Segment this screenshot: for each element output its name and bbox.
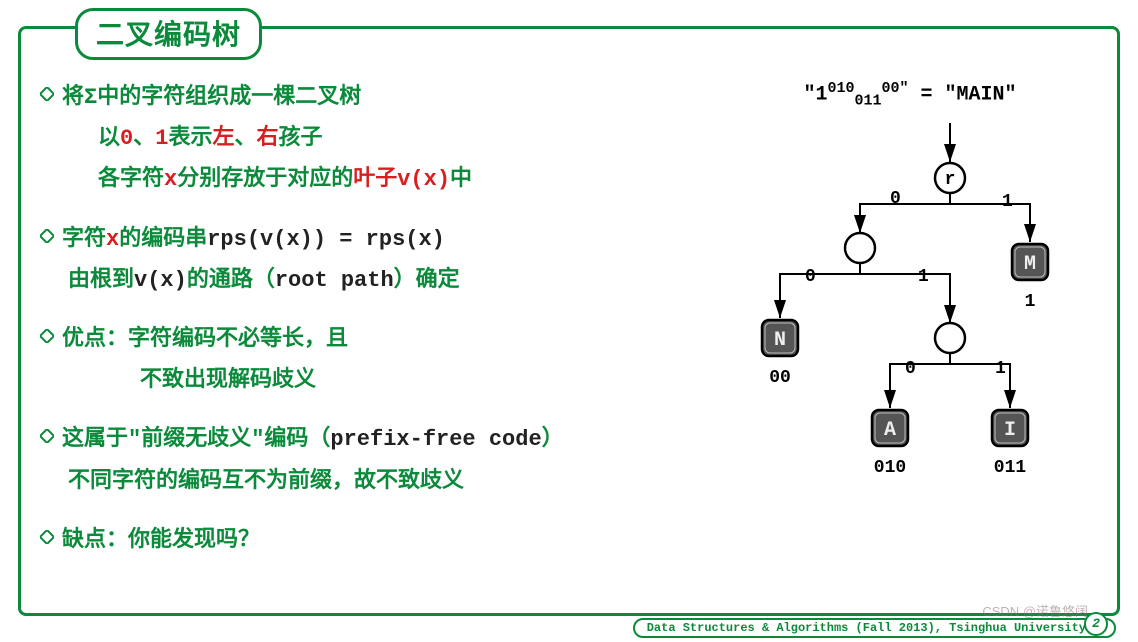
tree-diagram: "101001100" = "MAIN" 010101rM1N00A010I01… bbox=[700, 80, 1120, 510]
t: 的通路（ bbox=[187, 268, 275, 293]
t: = bbox=[909, 84, 945, 107]
t: 孩子 bbox=[279, 126, 323, 151]
b2-sub1: 由根到v(x)的通路（root path）确定 bbox=[68, 263, 680, 298]
t: 缺点：你能发现吗？ bbox=[62, 528, 260, 553]
t: 由根到 bbox=[68, 268, 134, 293]
b4-sub: 不同字符的编码互不为前缀，故不致歧义 bbox=[68, 464, 680, 499]
svg-text:A: A bbox=[884, 419, 896, 442]
slide-title: 二叉编码树 bbox=[75, 8, 262, 60]
diamond-icon bbox=[40, 87, 54, 101]
t: ） bbox=[542, 427, 564, 452]
t: rps(v(x)) = rps(x) bbox=[207, 227, 445, 252]
svg-text:011: 011 bbox=[994, 458, 1027, 478]
t: 优点：字符编码不必等长，且 bbox=[62, 327, 348, 352]
svg-text:0: 0 bbox=[805, 267, 816, 287]
t: v(x) bbox=[134, 268, 187, 293]
t: 左 bbox=[212, 126, 234, 151]
bullet-4: 这属于"前缀无歧义"编码（prefix-free code） 不同字符的编码互不… bbox=[40, 422, 680, 498]
t: 的编码串 bbox=[119, 227, 207, 252]
t: 字符 bbox=[62, 227, 106, 252]
t: root path bbox=[275, 268, 394, 293]
b1-sub1: 以0、1表示左、右孩子 bbox=[98, 121, 680, 156]
t: x bbox=[106, 227, 119, 252]
t: x bbox=[164, 167, 177, 192]
t: 1 bbox=[155, 126, 168, 151]
svg-text:00: 00 bbox=[769, 368, 791, 388]
binary-tree-svg: 010101rM1N00A010I011 bbox=[720, 118, 1100, 498]
diamond-icon bbox=[40, 530, 54, 544]
t: 011 bbox=[854, 93, 881, 110]
svg-text:1: 1 bbox=[918, 267, 929, 287]
b1-text: 将Σ中的字符组织成一棵二叉树 bbox=[62, 85, 361, 110]
t: 分别存放于对应的 bbox=[177, 167, 353, 192]
t: ）确定 bbox=[394, 268, 460, 293]
t: 00" bbox=[882, 80, 909, 97]
diamond-icon bbox=[40, 229, 54, 243]
t: 、 bbox=[133, 126, 155, 151]
bullet-2: 字符x的编码串rps(v(x)) = rps(x) 由根到v(x)的通路（roo… bbox=[40, 222, 680, 298]
svg-text:1: 1 bbox=[1025, 292, 1036, 312]
bullet-3: 优点：字符编码不必等长，且 不致出现解码歧义 bbox=[40, 322, 680, 398]
diamond-icon bbox=[40, 429, 54, 443]
t: 叶子v(x) bbox=[353, 167, 450, 192]
t: 0 bbox=[120, 126, 133, 151]
t: "1 bbox=[803, 84, 827, 107]
t: prefix-free code bbox=[330, 427, 541, 452]
svg-text:0: 0 bbox=[890, 189, 901, 209]
tree-encoding-string: "101001100" = "MAIN" bbox=[700, 80, 1120, 110]
svg-text:I: I bbox=[1004, 419, 1016, 442]
t: 以 bbox=[98, 126, 120, 151]
b1-sub2: 各字符x分别存放于对应的叶子v(x)中 bbox=[98, 162, 680, 197]
bullet-list: 将Σ中的字符组织成一棵二叉树 以0、1表示左、右孩子 各字符x分别存放于对应的叶… bbox=[40, 80, 680, 582]
bullet-5: 缺点：你能发现吗？ bbox=[40, 523, 680, 558]
t: 右 bbox=[256, 126, 278, 151]
t: "MAIN" bbox=[945, 84, 1017, 107]
t: 这属于"前缀无歧义"编码（ bbox=[62, 427, 330, 452]
footer-text: Data Structures & Algorithms (Fall 2013)… bbox=[633, 618, 1116, 638]
t: 、 bbox=[234, 126, 256, 151]
t: 中 bbox=[450, 167, 472, 192]
svg-text:M: M bbox=[1024, 253, 1036, 276]
t: 表示 bbox=[168, 126, 212, 151]
watermark: CSDN @诺鲁悠阔 bbox=[982, 601, 1088, 620]
svg-text:r: r bbox=[945, 170, 956, 190]
t: 各字符 bbox=[98, 167, 164, 192]
svg-text:0: 0 bbox=[905, 359, 916, 379]
svg-text:N: N bbox=[774, 329, 786, 352]
svg-text:010: 010 bbox=[874, 458, 906, 478]
b3-sub: 不致出现解码歧义 bbox=[140, 363, 680, 398]
diamond-icon bbox=[40, 329, 54, 343]
t: 010 bbox=[827, 80, 854, 97]
svg-text:1: 1 bbox=[1002, 192, 1013, 212]
bullet-1: 将Σ中的字符组织成一棵二叉树 以0、1表示左、右孩子 各字符x分别存放于对应的叶… bbox=[40, 80, 680, 198]
svg-text:1: 1 bbox=[995, 359, 1006, 379]
t: Data Structures & Algorithms (Fall 2013)… bbox=[647, 621, 1086, 635]
